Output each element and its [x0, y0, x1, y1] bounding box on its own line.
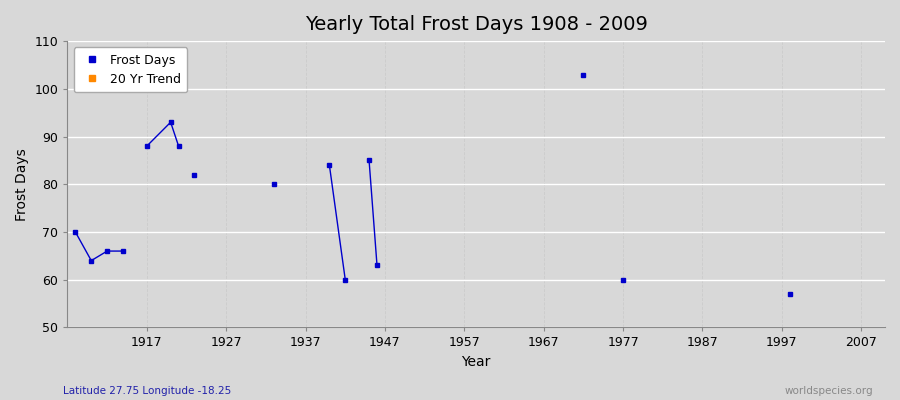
Y-axis label: Frost Days: Frost Days: [15, 148, 29, 221]
Legend: Frost Days, 20 Yr Trend: Frost Days, 20 Yr Trend: [74, 47, 187, 92]
Title: Yearly Total Frost Days 1908 - 2009: Yearly Total Frost Days 1908 - 2009: [305, 15, 648, 34]
Text: Latitude 27.75 Longitude -18.25: Latitude 27.75 Longitude -18.25: [63, 386, 231, 396]
X-axis label: Year: Year: [462, 355, 490, 369]
Text: worldspecies.org: worldspecies.org: [785, 386, 873, 396]
